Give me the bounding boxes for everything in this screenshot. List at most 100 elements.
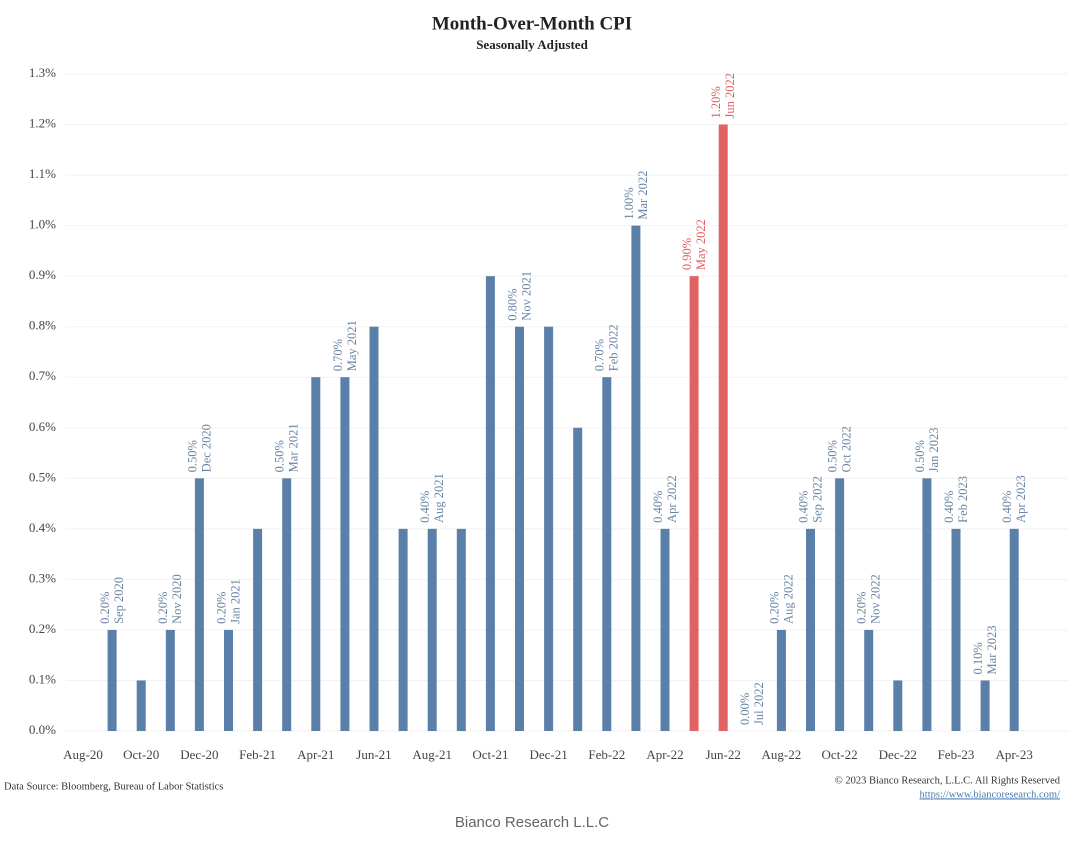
value-label: 0.40% [1000, 491, 1014, 523]
bar-label: Sep 2022 [810, 476, 824, 523]
x-tick-label: Oct-20 [123, 747, 159, 762]
y-tick-label: 0.9% [29, 267, 56, 282]
x-tick-label: Jun-21 [356, 747, 391, 762]
value-label: 0.20% [855, 592, 869, 624]
bar [224, 630, 233, 731]
bar-label: Apr 2023 [1014, 475, 1028, 523]
value-label: 0.40% [651, 491, 665, 523]
bar [515, 327, 524, 731]
bar-label: Feb 2023 [956, 476, 970, 523]
bar [777, 630, 786, 731]
x-tick-label: Oct-21 [472, 747, 508, 762]
y-tick-label: 1.3% [29, 65, 56, 80]
y-tick-label: 0.5% [29, 469, 56, 484]
bar [922, 478, 931, 731]
x-tick-label: Apr-23 [996, 747, 1033, 762]
value-label: 0.40% [942, 491, 956, 523]
bar-label: Nov 2021 [519, 271, 533, 321]
y-tick-label: 0.3% [29, 570, 56, 585]
x-tick-label: Dec-22 [879, 747, 917, 762]
bar [137, 680, 146, 731]
value-label: 0.00% [738, 693, 752, 725]
bar [661, 529, 670, 731]
value-label: 0.70% [593, 339, 607, 371]
bar [893, 680, 902, 731]
bar [544, 327, 553, 731]
y-tick-label: 0.4% [29, 520, 56, 535]
bar-label: Jan 2021 [228, 579, 242, 624]
bar [690, 276, 699, 731]
value-label: 0.20% [214, 592, 228, 624]
value-label: 0.70% [331, 339, 345, 371]
bar-label: May 2022 [694, 219, 708, 270]
y-tick-label: 1.2% [29, 116, 56, 131]
bar [573, 428, 582, 731]
value-label: 1.00% [622, 187, 636, 219]
bar [952, 529, 961, 731]
x-tick-label: Aug-20 [63, 747, 103, 762]
bar-label: Mar 2022 [636, 171, 650, 220]
bar [1010, 529, 1019, 731]
bar [981, 680, 990, 731]
value-label: 0.40% [796, 491, 810, 523]
bar [399, 529, 408, 731]
value-label: 0.10% [971, 642, 985, 674]
bar [602, 377, 611, 731]
y-tick-label: 1.0% [29, 217, 56, 232]
bar [370, 327, 379, 731]
x-tick-label: Oct-22 [822, 747, 858, 762]
y-tick-label: 0.8% [29, 318, 56, 333]
bar-label: May 2021 [345, 320, 359, 371]
bar-label: Sep 2020 [112, 577, 126, 624]
x-tick-label: Dec-20 [180, 747, 218, 762]
source: Data Source: Bloomberg, Bureau of Labor … [4, 781, 223, 792]
bar-label: Nov 2020 [170, 574, 184, 624]
x-tick-label: Aug-22 [762, 747, 802, 762]
bar [631, 226, 640, 731]
bar-label: Mar 2023 [985, 626, 999, 675]
value-label: 0.50% [913, 440, 927, 472]
bar-label: Oct 2022 [839, 426, 853, 472]
y-tick-label: 1.1% [29, 166, 56, 181]
x-tick-label: Feb-21 [239, 747, 276, 762]
chart-title: Month-Over-Month CPI [432, 13, 632, 34]
x-tick-label: Apr-22 [646, 747, 683, 762]
value-label: 0.20% [156, 592, 170, 624]
bar [428, 529, 437, 731]
url[interactable]: https://www.biancoresearch.com/ [920, 789, 1061, 800]
bar-label: Jul 2022 [752, 682, 766, 725]
chart-subtitle: Seasonally Adjusted [476, 37, 588, 52]
bar [195, 478, 204, 731]
bar-label: Jan 2023 [927, 428, 941, 473]
copyright: © 2023 Bianco Research, L.L.C. All Right… [835, 775, 1061, 786]
bar [457, 529, 466, 731]
bar [253, 529, 262, 731]
bar-label: Nov 2022 [869, 574, 883, 624]
bar-label: Apr 2022 [665, 475, 679, 523]
bar-label: Dec 2020 [199, 424, 213, 472]
value-label: 0.50% [185, 440, 199, 472]
bar-label: Feb 2022 [607, 324, 621, 371]
bar [864, 630, 873, 731]
bar-label: Jun 2022 [723, 73, 737, 119]
x-tick-label: Aug-21 [412, 747, 452, 762]
y-tick-label: 0.6% [29, 419, 56, 434]
x-tick-label: Feb-23 [938, 747, 975, 762]
bar-label: Mar 2021 [287, 423, 301, 472]
y-tick-label: 0.0% [29, 722, 56, 737]
x-tick-label: Jun-22 [706, 747, 741, 762]
value-label: 0.20% [767, 592, 781, 624]
value-label: 0.40% [418, 491, 432, 523]
x-tick-label: Dec-21 [529, 747, 567, 762]
value-label: 0.50% [825, 440, 839, 472]
value-label: 0.20% [98, 592, 112, 624]
bar-label: Aug 2021 [432, 473, 446, 523]
y-tick-label: 0.1% [29, 671, 56, 686]
bar [486, 276, 495, 731]
bar [166, 630, 175, 731]
bar [719, 125, 728, 731]
x-tick-label: Feb-22 [588, 747, 625, 762]
bar [108, 630, 117, 731]
watermark: Bianco Research L.L.C [455, 814, 609, 831]
